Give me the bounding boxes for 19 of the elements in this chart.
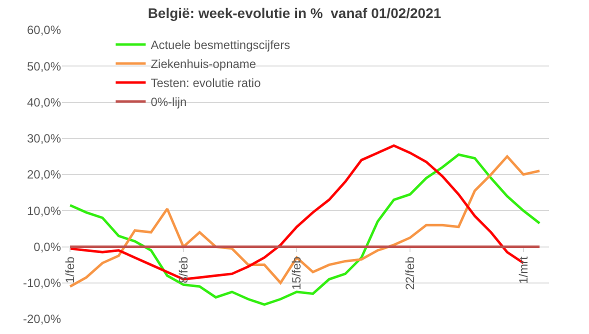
y-tick-label: 50,0% [26,59,62,74]
legend-label: 0%-lijn [150,95,187,110]
legend-label: Ziekenhuis-opname [150,57,256,72]
y-tick-label: -20,0% [22,312,62,326]
x-tick-label: 22/feb [402,256,417,290]
y-tick-label: 20,0% [26,168,62,182]
y-tick-label: 60,0% [26,23,62,38]
y-tick-label: 10,0% [26,204,62,218]
y-tick-label: -10,0% [22,276,62,290]
y-tick-label: 0,0% [34,240,62,254]
legend-label: Testen: evolutie ratio [150,76,262,90]
x-tick-label: 15/feb [290,256,304,290]
chart-title: België: week-evolutie in % vanaf 01/02/2021 [148,5,442,22]
y-tick-label: 40,0% [26,95,62,110]
y-tick-label: 30,0% [26,132,62,146]
x-tick-label: 8/feb [176,256,190,284]
x-tick-label: 1/mrt [516,256,530,284]
legend-label: Actuele besmettingscijfers [150,38,290,52]
x-tick-label: 1/feb [62,256,77,284]
